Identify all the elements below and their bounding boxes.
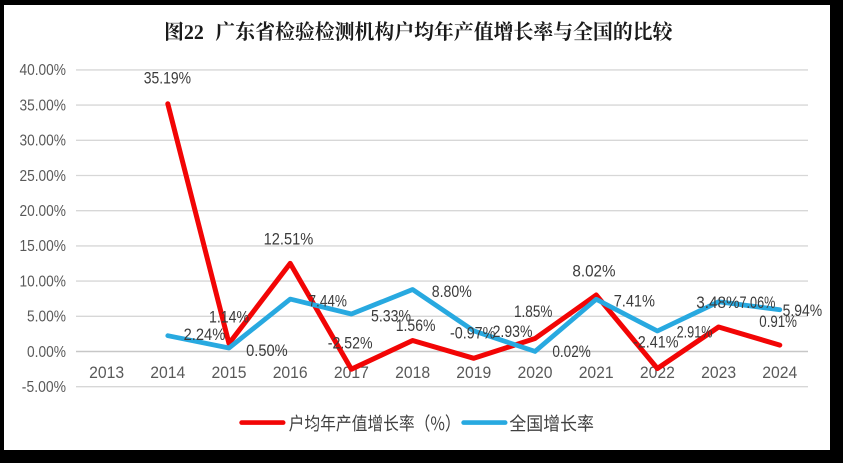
svg-text:2.93%: 2.93% (493, 322, 533, 341)
svg-text:40.00%: 40.00% (20, 62, 67, 79)
svg-text:5.33%: 5.33% (371, 306, 411, 325)
svg-text:2013: 2013 (89, 364, 124, 382)
svg-text:2019: 2019 (456, 364, 491, 382)
svg-text:0.91%: 0.91% (759, 312, 797, 331)
svg-text:2018: 2018 (395, 364, 430, 382)
svg-text:2015: 2015 (212, 364, 247, 382)
svg-text:2024: 2024 (762, 364, 797, 382)
svg-text:1.85%: 1.85% (514, 302, 552, 321)
svg-text:7.41%: 7.41% (614, 291, 655, 310)
svg-text:8.02%: 8.02% (572, 262, 615, 281)
svg-text:30.00%: 30.00% (20, 133, 67, 150)
svg-text:2020: 2020 (518, 364, 553, 382)
svg-text:35.00%: 35.00% (20, 97, 67, 114)
svg-text:2022: 2022 (640, 364, 675, 382)
svg-text:1.56%: 1.56% (396, 316, 436, 335)
svg-text:2017: 2017 (334, 364, 369, 382)
svg-text:5.94%: 5.94% (783, 301, 823, 320)
svg-text:-0.97%: -0.97% (450, 323, 495, 342)
svg-text:7.06%: 7.06% (740, 293, 776, 312)
svg-text:15.00%: 15.00% (20, 238, 67, 255)
svg-text:35.19%: 35.19% (144, 69, 191, 88)
svg-text:0.00%: 0.00% (27, 344, 66, 361)
svg-text:7.44%: 7.44% (309, 292, 348, 311)
svg-text:2023: 2023 (701, 364, 736, 382)
svg-text:-2.52%: -2.52% (328, 334, 373, 353)
svg-text:25.00%: 25.00% (20, 168, 67, 185)
svg-text:-2.41%: -2.41% (633, 333, 679, 352)
svg-text:10.00%: 10.00% (20, 273, 67, 290)
svg-text:2021: 2021 (579, 364, 614, 382)
svg-text:20.00%: 20.00% (20, 203, 67, 220)
svg-text:2016: 2016 (273, 364, 308, 382)
svg-text:0.02%: 0.02% (552, 342, 590, 361)
svg-text:5.00%: 5.00% (27, 309, 66, 326)
svg-text:1.14%: 1.14% (209, 308, 249, 327)
svg-text:2.24%: 2.24% (184, 325, 226, 344)
svg-text:2014: 2014 (150, 364, 185, 382)
svg-text:12.51%: 12.51% (264, 229, 314, 248)
svg-text:3.48%: 3.48% (696, 293, 739, 312)
svg-text:2.91%: 2.91% (677, 323, 713, 342)
svg-text:-5.00%: -5.00% (22, 379, 66, 396)
svg-text:8.80%: 8.80% (432, 282, 472, 301)
svg-text:0.50%: 0.50% (246, 341, 288, 360)
